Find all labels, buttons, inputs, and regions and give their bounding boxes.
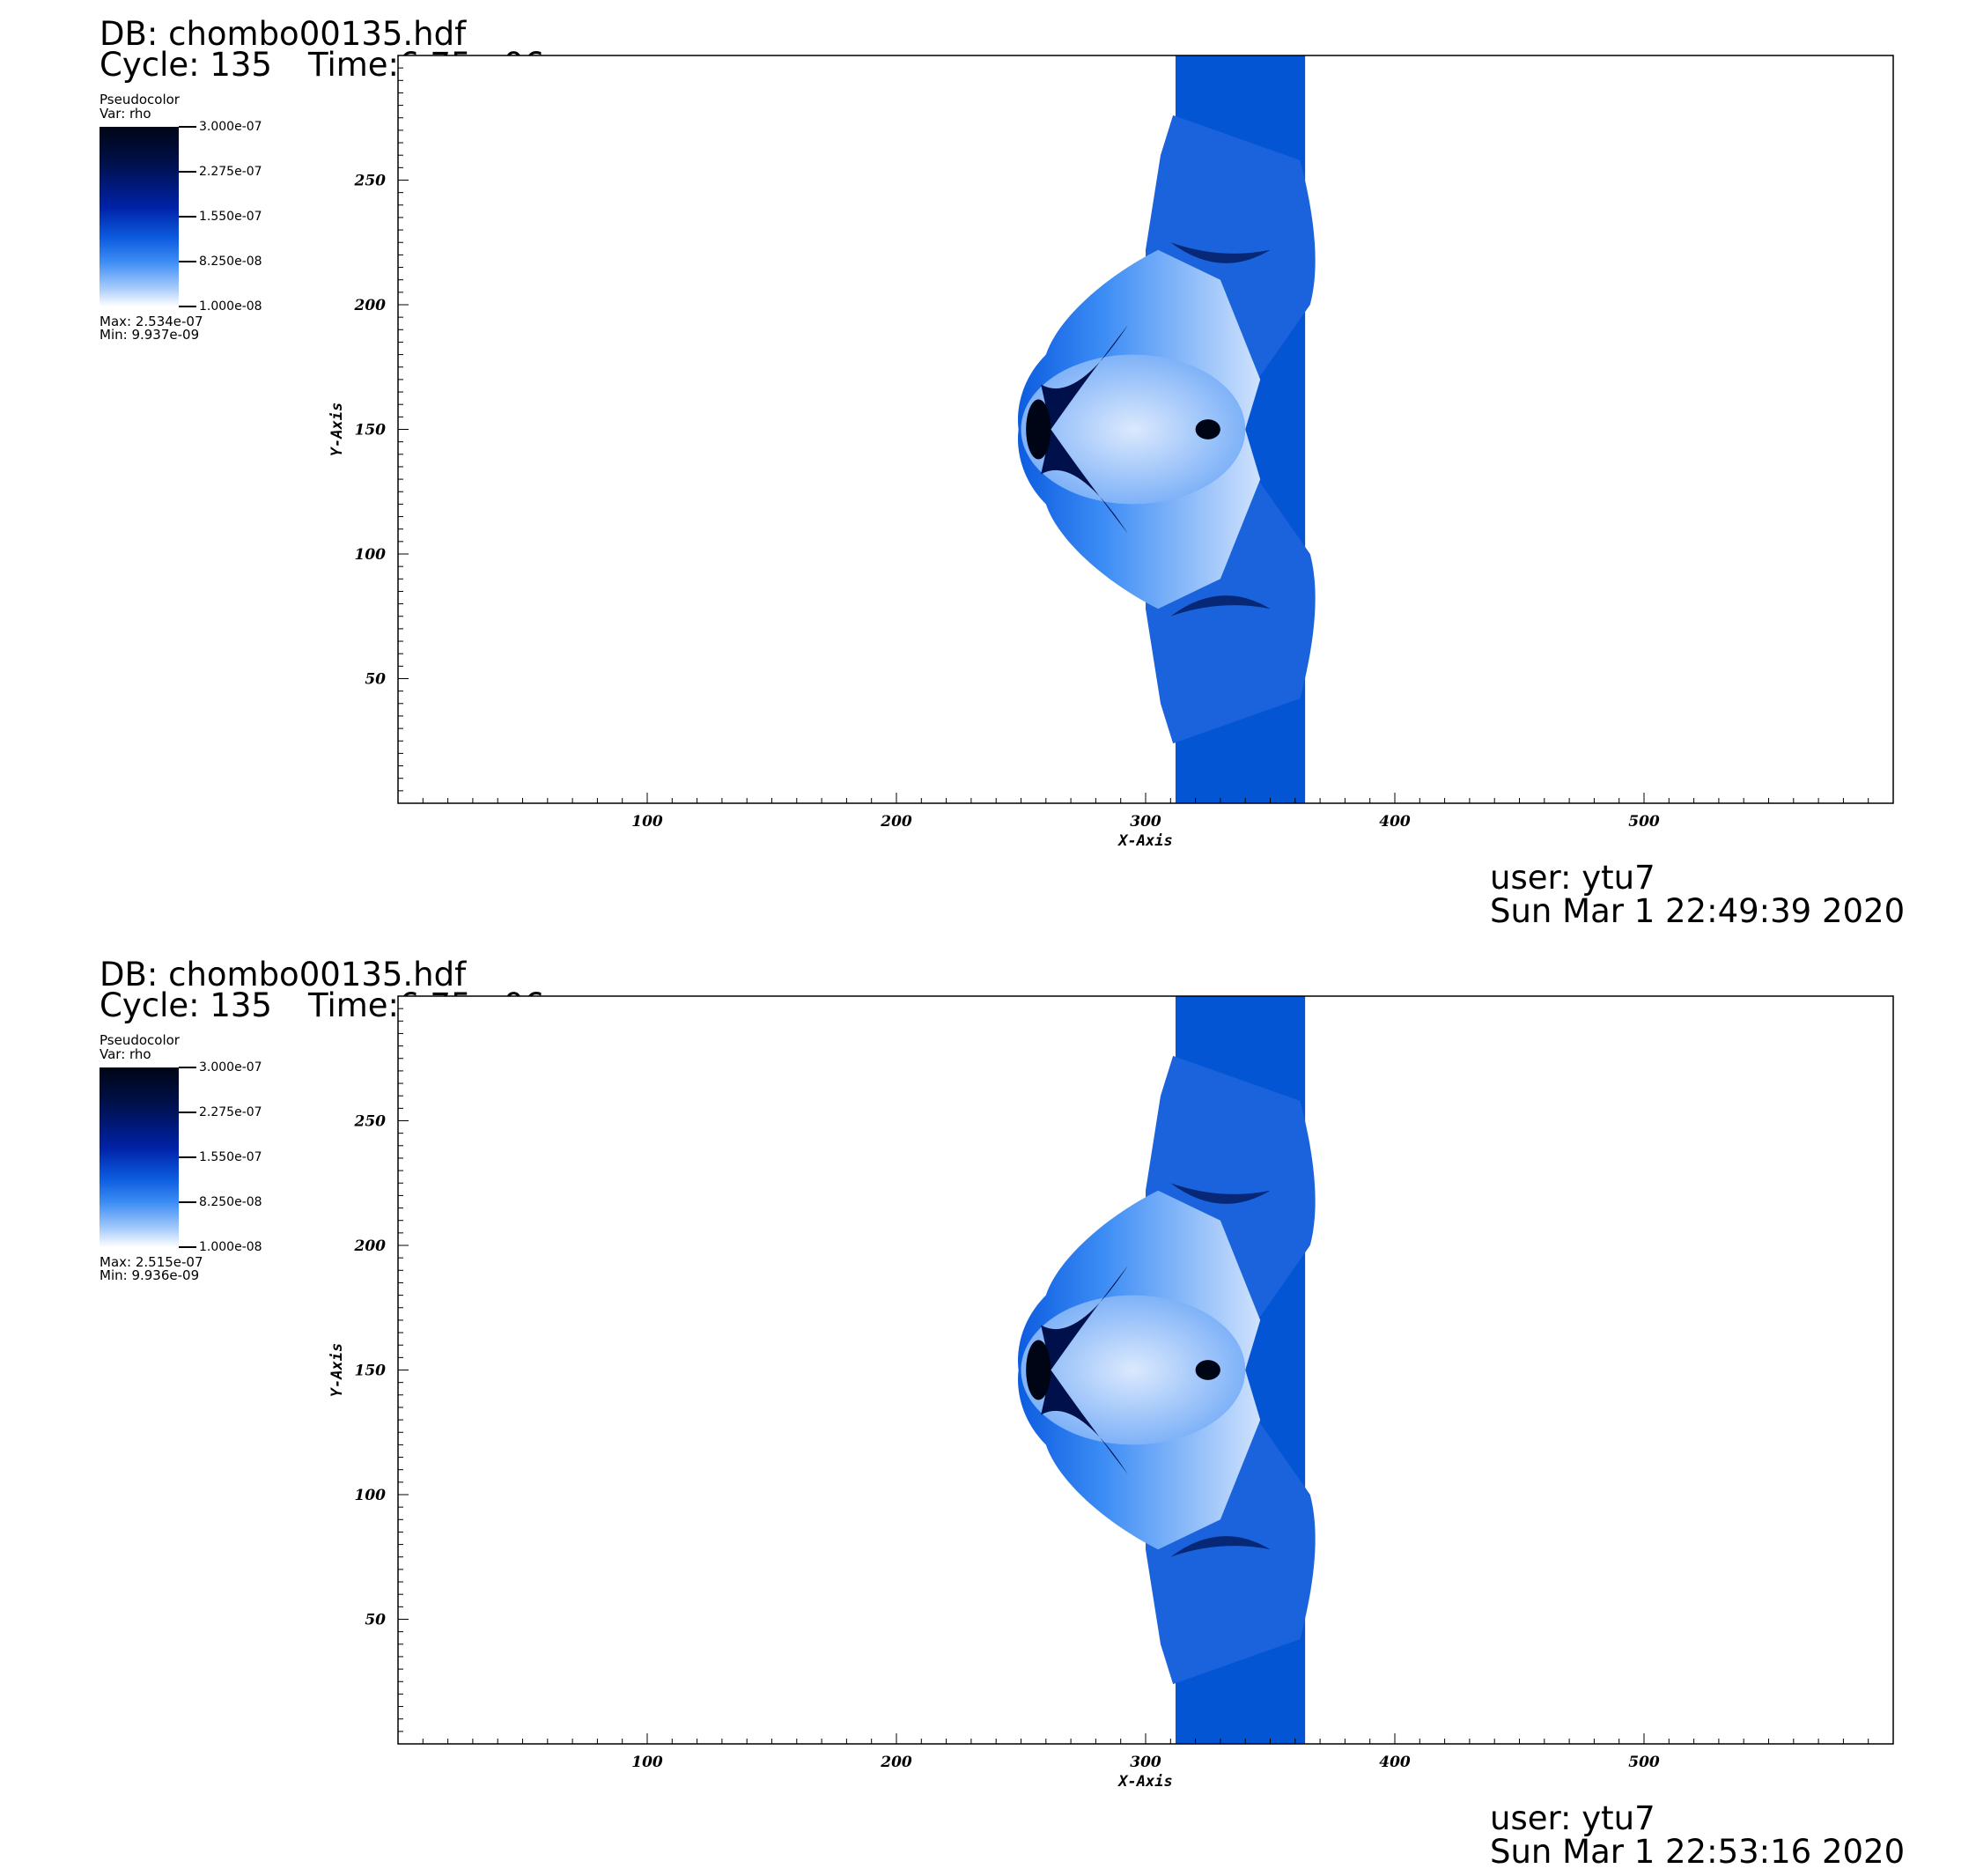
colorbar-tick: [179, 1067, 196, 1068]
legend-title: Pseudocolor: [100, 92, 180, 107]
shell-filament: [1170, 1183, 1271, 1204]
colorbar-tick: [179, 1201, 196, 1203]
x-tick-label: 500: [1628, 1754, 1660, 1771]
y-tick-label: 150: [355, 1363, 387, 1380]
colorbar-tick: [179, 1112, 196, 1113]
x-tick-label: 500: [1628, 813, 1660, 831]
plot-area: [398, 55, 1893, 803]
y-tick-label: 200: [354, 297, 387, 314]
min-value: Min: 9.936e-09: [100, 1267, 200, 1283]
y-axis-label: Y-Axis: [328, 1343, 346, 1397]
y-tick-label: 100: [355, 546, 387, 564]
dense-knot: [1195, 1360, 1220, 1380]
date-label: Sun Mar 1 22:49:39 2020: [1490, 892, 1906, 930]
db-label: DB: chombo00135.hdf: [100, 15, 467, 53]
x-tick-label: 200: [880, 1754, 912, 1771]
colorbar-tick: [179, 171, 196, 173]
plot-area: [398, 996, 1893, 1744]
shell-filament: [1170, 242, 1271, 263]
dense-filament: [1041, 429, 1129, 535]
cycle-label: Cycle: 135: [100, 46, 272, 84]
cycle-label: Cycle: 135: [100, 986, 272, 1024]
user-label: user: ytu7: [1490, 859, 1655, 897]
colorbar-tick: [179, 126, 196, 128]
colorbar-label: 1.550e-07: [199, 1150, 262, 1164]
dense-knot: [1195, 419, 1220, 439]
x-tick-label: 100: [631, 1754, 663, 1771]
dense-filament: [1041, 1265, 1129, 1370]
x-tick-label: 200: [880, 813, 912, 831]
min-value: Min: 9.937e-09: [100, 327, 200, 343]
dense-filament: [1041, 324, 1129, 430]
db-label: DB: chombo00135.hdf: [100, 956, 467, 993]
y-tick-label: 100: [355, 1487, 387, 1504]
x-tick-label: 400: [1379, 813, 1411, 831]
legend-variable: Var: rho: [100, 1046, 151, 1062]
plot-panel-2: DB: chombo00135.hdf Cycle: 135 Time:6.75…: [0, 941, 1976, 1876]
colorbar-tick: [179, 216, 196, 218]
colorbar: [100, 127, 179, 307]
shell-filament: [1170, 1536, 1271, 1557]
pseudocolor-plot: 100 200 300 400 500 50 100 150 200 250 X-Axis Y-Axi…: [328, 995, 1894, 1791]
legend-variable: Var: rho: [100, 106, 151, 122]
colorbar-label: 1.000e-08: [199, 299, 262, 314]
x-axis-label: X-Axis: [1117, 832, 1172, 850]
colorbar-label: 1.000e-08: [199, 1240, 262, 1254]
y-tick-label: 50: [365, 1612, 386, 1629]
dense-filament: [1041, 1370, 1129, 1475]
max-value: Max: 2.515e-07: [100, 1254, 203, 1270]
y-tick-label: 150: [355, 422, 387, 439]
colorbar-label: 3.000e-07: [199, 1060, 262, 1075]
x-tick-label: 400: [1379, 1754, 1411, 1771]
y-axis-label: Y-Axis: [328, 403, 346, 456]
date-label: Sun Mar 1 22:53:16 2020: [1490, 1833, 1906, 1871]
shell-filament: [1170, 595, 1271, 617]
colorbar-label: 2.275e-07: [199, 165, 262, 179]
y-tick-label: 50: [365, 671, 386, 689]
colorbar-tick: [179, 1246, 196, 1248]
y-tick-label: 250: [354, 1113, 387, 1131]
x-axis-label: X-Axis: [1117, 1773, 1172, 1791]
colorbar-tick: [179, 261, 196, 262]
user-label: user: ytu7: [1490, 1799, 1655, 1837]
y-tick-label: 200: [354, 1237, 387, 1255]
colorbar: [100, 1067, 179, 1247]
dense-knot: [1026, 1340, 1051, 1400]
dense-knot: [1026, 399, 1051, 460]
colorbar-label: 8.250e-08: [199, 1195, 262, 1209]
max-value: Max: 2.534e-07: [100, 314, 203, 329]
colorbar-label: 1.550e-07: [199, 210, 262, 224]
legend-title: Pseudocolor: [100, 1032, 180, 1048]
x-tick-label: 300: [1130, 1754, 1161, 1771]
colorbar-label: 8.250e-08: [199, 255, 262, 269]
pseudocolor-plot: 100 200 300 400 500 50 100 150 200 250 X-Axis Y-Axi…: [328, 55, 1894, 850]
colorbar-label: 2.275e-07: [199, 1105, 262, 1119]
colorbar-label: 3.000e-07: [199, 120, 262, 134]
x-tick-label: 100: [631, 813, 663, 831]
plot-panel-1: DB: chombo00135.hdf Cycle: 135 Time:6.75…: [0, 0, 1976, 935]
colorbar-tick: [179, 306, 196, 307]
colorbar-tick: [179, 1156, 196, 1158]
y-tick-label: 250: [354, 173, 387, 190]
x-tick-label: 300: [1130, 813, 1161, 831]
